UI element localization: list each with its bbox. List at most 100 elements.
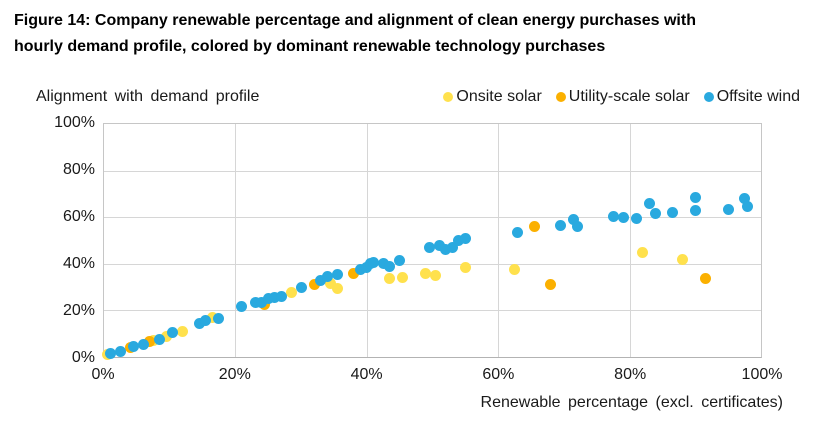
gridline-horizontal (104, 170, 761, 172)
x-tick-label: 100% (741, 366, 783, 383)
plot-area (101, 123, 762, 361)
data-point (315, 274, 327, 286)
y-axis-ticks: 0% 20% 40% 60% 80% 100% (0, 114, 95, 366)
y-tick-label: 60% (62, 208, 95, 225)
legend-item-2: Utility-scale solar (555, 88, 690, 106)
figure-title-line2: hourly demand profile, colored by domina… (14, 38, 606, 55)
y-tick-label: 0% (71, 349, 95, 366)
legend-marker-icon (555, 92, 566, 102)
data-point (137, 338, 149, 350)
data-point (177, 325, 189, 337)
data-point (607, 210, 619, 222)
data-point (742, 201, 754, 213)
data-point (453, 235, 465, 246)
data-point (699, 273, 711, 285)
data-point (114, 345, 126, 357)
legend-label: Onsite solar (456, 88, 542, 105)
x-tick-label: 40% (350, 366, 383, 383)
data-point (249, 296, 261, 308)
data-point (275, 290, 287, 302)
data-point (377, 258, 389, 270)
x-tick-label: 60% (482, 366, 515, 383)
legend-label: Offsite wind (716, 88, 800, 105)
gridline-horizontal (104, 217, 761, 219)
data-point (285, 287, 297, 299)
data-point (568, 214, 580, 226)
data-point (397, 272, 409, 284)
figure-title-line1: Figure 14: Company renewable percentage … (14, 12, 696, 29)
data-point (295, 281, 307, 293)
data-point (666, 207, 678, 219)
data-point (676, 253, 688, 265)
data-point (689, 191, 701, 203)
data-point (446, 241, 458, 253)
chart-header: Alignment with demand profile Onsite sol… (0, 88, 834, 110)
data-point (262, 293, 274, 305)
data-point (354, 264, 366, 276)
data-point (555, 219, 567, 231)
data-point (154, 334, 166, 346)
legend-item-3: Offsite wind (703, 88, 800, 106)
x-tick-label: 0% (91, 366, 115, 383)
y-tick-label: 20% (62, 302, 95, 319)
x-tick-label: 80% (614, 366, 647, 383)
data-point (269, 292, 281, 304)
data-point (321, 271, 333, 283)
data-point (308, 279, 320, 291)
y-tick-label: 40% (62, 255, 95, 272)
data-point (739, 193, 751, 205)
y-axis-title: Alignment with demand profile (36, 88, 260, 105)
gridline-vertical (498, 124, 500, 357)
figure-title: Figure 14: Company renewable percentage … (14, 8, 820, 60)
data-point (331, 282, 343, 294)
gridline-vertical (235, 124, 237, 357)
gridline-vertical (366, 124, 368, 357)
data-point (722, 203, 734, 215)
data-point (384, 260, 396, 272)
data-point (637, 246, 649, 258)
data-point (643, 197, 655, 209)
legend: Onsite solar Utility-scale solar Offsite w… (429, 88, 800, 106)
data-point (331, 268, 343, 280)
data-point (571, 221, 583, 233)
y-tick-label: 80% (62, 161, 95, 178)
data-point (528, 221, 540, 233)
data-point (128, 341, 140, 352)
data-point (384, 273, 396, 285)
data-point (430, 269, 442, 281)
data-point (325, 278, 337, 290)
gridline-horizontal (104, 263, 761, 265)
x-axis-title: Renewable percentage (excl. certificates… (480, 394, 783, 411)
data-point (206, 311, 218, 323)
gridline-vertical (629, 124, 631, 357)
data-point (167, 327, 179, 339)
data-point (423, 241, 435, 253)
data-point (440, 244, 452, 256)
data-point (236, 301, 248, 313)
data-point (433, 239, 445, 251)
y-tick-label: 100% (54, 114, 95, 131)
data-point (545, 279, 557, 291)
data-point (459, 261, 471, 273)
data-point (367, 257, 379, 269)
data-point (650, 208, 662, 220)
data-point (213, 313, 225, 325)
data-point (459, 232, 471, 244)
gridline-horizontal (104, 310, 761, 312)
x-tick-label: 20% (218, 366, 251, 383)
data-point (512, 226, 524, 238)
data-point (394, 254, 406, 266)
data-point (105, 348, 117, 359)
legend-label: Utility-scale solar (568, 88, 690, 105)
data-point (144, 336, 156, 348)
data-point (193, 317, 205, 329)
legend-item-1: Onsite solar (443, 88, 542, 106)
data-point (630, 212, 642, 224)
data-point (509, 264, 521, 276)
data-point (160, 330, 172, 342)
data-point (420, 267, 432, 279)
data-point (256, 296, 268, 308)
legend-marker-icon (703, 92, 714, 102)
data-point (617, 211, 629, 223)
data-point (348, 267, 360, 279)
